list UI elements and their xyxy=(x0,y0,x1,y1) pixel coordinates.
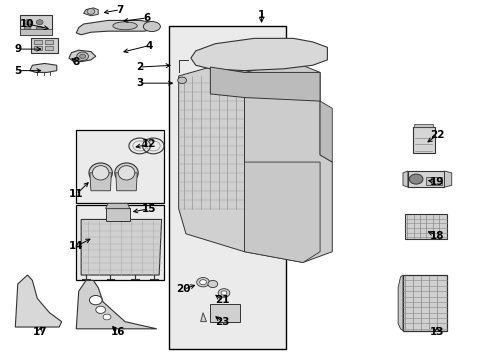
Circle shape xyxy=(221,291,226,295)
Bar xyxy=(210,304,239,321)
Text: 21: 21 xyxy=(215,295,229,305)
Text: 11: 11 xyxy=(69,189,83,199)
Polygon shape xyxy=(444,171,451,187)
Circle shape xyxy=(24,20,31,25)
Polygon shape xyxy=(178,67,244,252)
Ellipse shape xyxy=(143,22,160,32)
Text: 16: 16 xyxy=(110,327,125,337)
Polygon shape xyxy=(190,39,327,71)
Text: 22: 22 xyxy=(429,130,444,140)
Text: 19: 19 xyxy=(429,177,444,187)
Ellipse shape xyxy=(113,22,137,30)
Bar xyxy=(45,46,53,50)
Text: 23: 23 xyxy=(215,317,229,327)
Circle shape xyxy=(36,20,43,25)
Text: 13: 13 xyxy=(429,327,444,337)
Circle shape xyxy=(199,280,206,285)
Bar xyxy=(412,127,434,153)
Text: 5: 5 xyxy=(14,66,21,76)
Polygon shape xyxy=(116,173,137,191)
Text: 6: 6 xyxy=(143,13,150,23)
Polygon shape xyxy=(30,63,57,72)
Bar xyxy=(20,30,52,35)
Polygon shape xyxy=(210,67,320,101)
Bar xyxy=(413,124,432,127)
Polygon shape xyxy=(69,50,96,62)
Bar xyxy=(168,26,285,348)
Bar xyxy=(34,40,42,44)
Polygon shape xyxy=(402,171,407,187)
Bar xyxy=(76,130,163,203)
Bar xyxy=(20,15,52,35)
Ellipse shape xyxy=(92,166,109,180)
Text: 14: 14 xyxy=(69,241,83,251)
Polygon shape xyxy=(200,313,206,321)
Text: 7: 7 xyxy=(116,5,123,15)
Bar xyxy=(34,46,42,50)
Ellipse shape xyxy=(89,163,112,183)
Bar xyxy=(45,40,53,44)
Circle shape xyxy=(89,296,102,305)
Bar xyxy=(405,214,446,239)
Ellipse shape xyxy=(115,163,138,183)
Polygon shape xyxy=(76,280,157,329)
Circle shape xyxy=(218,289,229,297)
Circle shape xyxy=(24,26,31,31)
Circle shape xyxy=(80,54,85,58)
Circle shape xyxy=(77,52,88,60)
Circle shape xyxy=(96,306,105,314)
Circle shape xyxy=(207,280,217,288)
Bar xyxy=(105,208,130,221)
Bar xyxy=(407,171,444,187)
Polygon shape xyxy=(105,203,130,209)
Circle shape xyxy=(177,77,186,84)
Bar xyxy=(426,177,441,185)
Circle shape xyxy=(103,314,111,320)
Circle shape xyxy=(196,278,209,287)
Circle shape xyxy=(36,26,43,31)
Polygon shape xyxy=(83,8,98,16)
Text: 10: 10 xyxy=(20,19,35,29)
Text: 18: 18 xyxy=(429,231,444,240)
Ellipse shape xyxy=(118,166,135,180)
Text: 9: 9 xyxy=(14,44,21,54)
Text: 15: 15 xyxy=(142,204,156,214)
Text: 3: 3 xyxy=(136,78,143,88)
Text: 17: 17 xyxy=(32,327,47,337)
Text: 2: 2 xyxy=(136,62,143,72)
Bar xyxy=(31,38,58,53)
Polygon shape xyxy=(76,21,154,35)
Text: 8: 8 xyxy=(73,57,80,67)
Polygon shape xyxy=(320,101,331,162)
Polygon shape xyxy=(15,275,61,327)
Circle shape xyxy=(87,9,95,14)
Polygon shape xyxy=(397,275,402,330)
Polygon shape xyxy=(81,220,161,275)
Circle shape xyxy=(408,174,422,184)
Bar xyxy=(76,205,163,280)
Text: 12: 12 xyxy=(142,139,156,149)
Polygon shape xyxy=(244,62,331,262)
Text: 1: 1 xyxy=(257,10,264,20)
Text: 4: 4 xyxy=(145,41,153,50)
Text: 20: 20 xyxy=(176,284,190,294)
Bar xyxy=(402,275,446,330)
Polygon shape xyxy=(244,162,320,262)
Polygon shape xyxy=(90,173,111,191)
